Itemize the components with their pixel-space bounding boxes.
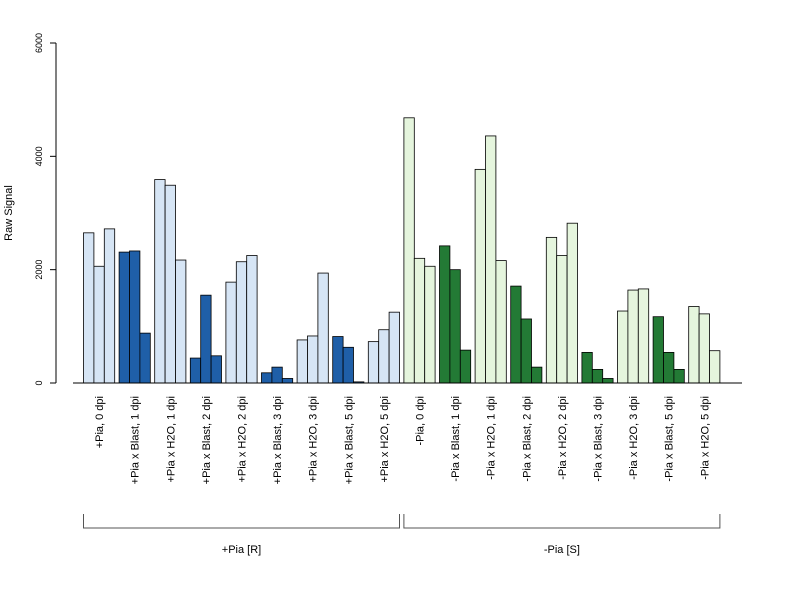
bar bbox=[413, 257, 426, 384]
bar bbox=[449, 269, 461, 384]
category-label: +Pia x H2O, 3 dpi bbox=[308, 396, 320, 483]
y-tick-label: 6000 bbox=[34, 33, 44, 53]
bar bbox=[200, 294, 212, 384]
bar bbox=[637, 288, 650, 384]
bar bbox=[403, 117, 415, 384]
bar bbox=[103, 228, 116, 384]
bar bbox=[281, 378, 294, 384]
bar bbox=[602, 378, 614, 384]
bars-layer bbox=[83, 117, 721, 384]
group-bracket bbox=[403, 514, 721, 529]
y-axis-title: Raw Signal bbox=[3, 185, 15, 241]
bar bbox=[698, 313, 710, 384]
bar bbox=[531, 366, 543, 384]
bar bbox=[474, 168, 486, 384]
bar bbox=[688, 306, 700, 384]
category-label: -Pia x H2O, 3 dpi bbox=[628, 396, 640, 480]
bar bbox=[566, 222, 578, 384]
bar bbox=[485, 135, 497, 384]
y-tick-label: 2000 bbox=[34, 260, 44, 280]
category-label: +Pia x Blast, 1 dpi bbox=[130, 396, 142, 484]
bar bbox=[424, 265, 436, 384]
category-label: +Pia, 0 dpi bbox=[94, 396, 106, 448]
category-label: +Pia x H2O, 1 dpi bbox=[165, 396, 177, 483]
category-label: -Pia x Blast, 3 dpi bbox=[593, 396, 605, 482]
group-brackets: +Pia [R] -Pia [S] bbox=[83, 514, 721, 556]
group-label: -Pia [S] bbox=[544, 544, 580, 556]
bar bbox=[129, 250, 141, 384]
category-label: +Pia x Blast, 2 dpi bbox=[201, 396, 213, 484]
bar bbox=[118, 251, 130, 384]
bar bbox=[271, 366, 283, 384]
bar bbox=[591, 368, 604, 384]
bar bbox=[189, 357, 202, 384]
bar bbox=[210, 355, 222, 384]
bar bbox=[510, 285, 522, 384]
y-tick-label: 4000 bbox=[34, 146, 44, 166]
bar bbox=[93, 265, 105, 384]
bar bbox=[175, 259, 187, 384]
category-label: -Pia x H2O, 1 dpi bbox=[486, 396, 498, 480]
category-label: +Pia x Blast, 3 dpi bbox=[272, 396, 284, 484]
bar bbox=[317, 272, 329, 384]
bar bbox=[261, 372, 273, 384]
bar bbox=[246, 255, 258, 384]
category-labels: +Pia, 0 dpi +Pia x Blast, 1 dpi +Pia x H2O… bbox=[94, 396, 711, 484]
bar bbox=[627, 289, 639, 384]
bar bbox=[307, 335, 319, 384]
bar bbox=[154, 179, 166, 384]
y-axis: 0 2000 4000 6000 bbox=[34, 33, 742, 386]
category-label: -Pia x Blast, 1 dpi bbox=[450, 396, 462, 482]
category-label: -Pia x H2O, 5 dpi bbox=[699, 396, 711, 480]
bar bbox=[673, 368, 685, 384]
category-label: -Pia x H2O, 2 dpi bbox=[557, 396, 569, 480]
category-label: -Pia, 0 dpi bbox=[415, 396, 427, 446]
bar bbox=[520, 318, 532, 384]
bar bbox=[378, 329, 390, 384]
bar bbox=[459, 349, 472, 384]
category-label: -Pia x Blast, 2 dpi bbox=[521, 396, 533, 482]
bar bbox=[83, 232, 95, 384]
bar bbox=[652, 316, 664, 384]
bar bbox=[617, 310, 629, 384]
bar bbox=[556, 255, 568, 384]
bar bbox=[225, 281, 237, 384]
bar bbox=[495, 260, 507, 384]
bar bbox=[296, 339, 308, 384]
bar bbox=[709, 350, 721, 384]
group-bracket bbox=[83, 514, 400, 529]
bar bbox=[164, 184, 176, 384]
bar bbox=[139, 332, 151, 384]
bar bbox=[439, 245, 451, 384]
bar bbox=[663, 351, 675, 384]
bar bbox=[235, 261, 248, 384]
category-label: -Pia x Blast, 5 dpi bbox=[664, 396, 676, 482]
bar bbox=[332, 336, 344, 384]
bar bbox=[545, 236, 558, 384]
category-label: +Pia x Blast, 5 dpi bbox=[343, 396, 355, 484]
bar bbox=[342, 346, 354, 384]
bar bbox=[581, 351, 593, 384]
group-label: +Pia [R] bbox=[222, 544, 261, 556]
bar bbox=[367, 341, 380, 384]
y-tick-label: 0 bbox=[34, 380, 44, 385]
category-label: +Pia x H2O, 5 dpi bbox=[379, 396, 391, 483]
bar bbox=[388, 311, 400, 384]
category-label: +Pia x H2O, 2 dpi bbox=[237, 396, 249, 483]
